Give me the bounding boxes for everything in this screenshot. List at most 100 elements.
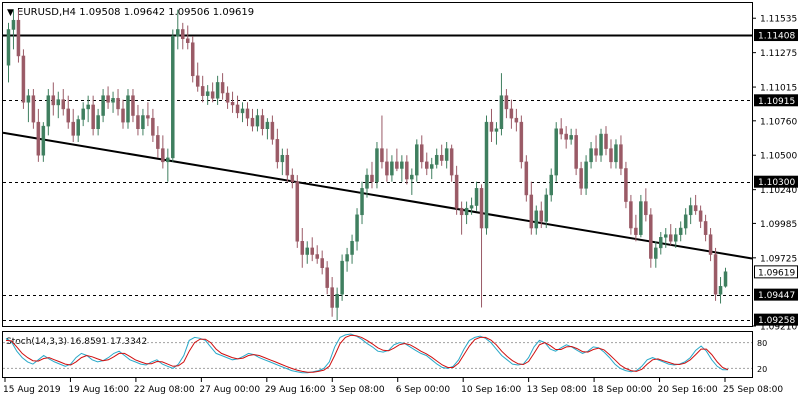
stochastic-signal-line <box>5 334 729 373</box>
candle-body <box>454 174 459 209</box>
candle-body <box>429 164 434 169</box>
candle-body <box>285 154 290 176</box>
candle-body <box>405 161 409 180</box>
level-price-label: 1.10300 <box>758 178 795 188</box>
time-axis: 15 Aug 2019 19 Aug 16:00 22 Aug 08:00 27 Au… <box>3 378 783 395</box>
candle-body <box>200 86 205 96</box>
candle-body <box>718 286 723 295</box>
candle-body <box>644 201 648 216</box>
candle-body <box>484 121 489 229</box>
level-price-label: 1.09447 <box>758 291 795 301</box>
candle-body <box>116 98 120 110</box>
candle-body <box>141 115 145 130</box>
candle-body <box>146 115 150 119</box>
candle-body <box>136 115 140 130</box>
candle-body <box>659 237 663 249</box>
candle-body <box>235 104 240 114</box>
candle-body <box>688 205 693 216</box>
candle-body <box>664 234 668 238</box>
candle-body <box>365 174 369 189</box>
candle-body <box>340 260 344 295</box>
trendline[interactable] <box>2 131 753 260</box>
candle-body <box>499 95 504 130</box>
candle-body <box>300 241 305 255</box>
candle-body <box>96 115 100 130</box>
candle-body <box>479 188 484 229</box>
time-tick-label: 25 Sep 08:00 <box>723 385 783 395</box>
candle-body <box>91 104 95 130</box>
candle-body <box>400 161 404 169</box>
candle-body <box>713 254 718 295</box>
candle-body <box>469 205 474 209</box>
candle-body <box>599 133 603 156</box>
level-price-label: 1.09258 <box>758 316 795 326</box>
candle-body <box>265 121 270 130</box>
price-tick-label: 1.10760 <box>760 117 797 127</box>
time-tick-label: 13 Sep 08:00 <box>527 385 587 395</box>
triangle-down-icon[interactable]: ▼ <box>7 8 14 18</box>
candle-body <box>668 234 673 242</box>
candle-body <box>315 254 319 259</box>
candle-body <box>305 247 309 255</box>
candle-body <box>554 128 558 176</box>
candle-body <box>166 157 170 163</box>
candle-body <box>210 91 215 99</box>
candle-body <box>215 82 220 99</box>
candle-body <box>101 95 105 116</box>
level-price-box <box>754 29 798 42</box>
candle-body <box>355 214 359 242</box>
candle-body <box>156 135 160 149</box>
candle-body <box>295 181 300 242</box>
candle-body <box>51 95 56 106</box>
candle-body <box>250 117 255 127</box>
candle-body <box>176 29 180 37</box>
level-price-box <box>754 313 798 326</box>
candle-body <box>106 95 110 103</box>
candle-body <box>131 95 135 116</box>
candle-body <box>434 154 439 165</box>
candle-body <box>678 227 683 235</box>
candle-body <box>549 174 553 196</box>
horizontal-levels <box>3 34 752 321</box>
candle-body <box>683 214 688 229</box>
candle-body <box>604 133 608 149</box>
candle-body <box>673 234 678 242</box>
time-tick-label: 27 Aug 00:00 <box>199 385 260 395</box>
candle-body <box>385 161 389 176</box>
candle-body <box>21 55 26 103</box>
price-tick-label: 1.11015 <box>760 84 797 94</box>
candle-body <box>195 75 200 87</box>
candle-body <box>544 194 549 222</box>
candle-body <box>240 108 245 114</box>
candle-body <box>564 133 568 140</box>
level-price-box <box>754 288 798 301</box>
candlestick-series <box>6 9 728 321</box>
candle-body <box>489 121 494 132</box>
candle-body <box>514 117 519 123</box>
candle-body <box>161 148 165 163</box>
candle-body <box>464 207 469 216</box>
candle-body <box>703 221 708 235</box>
candle-body <box>439 154 444 161</box>
price-axis: 1.11535 1.11275 1.11015 1.10760 1.10500 1.102… <box>752 15 798 333</box>
stochastic-level-label: 20 <box>757 365 767 374</box>
price-tick-label: 1.09725 <box>760 254 797 264</box>
candle-body <box>410 174 414 180</box>
candle-body <box>693 205 698 212</box>
candle-body <box>519 121 524 163</box>
candle-body <box>594 148 598 156</box>
level-price-label: 1.11408 <box>758 32 795 42</box>
candle-body <box>534 210 539 229</box>
candle-body <box>230 102 235 106</box>
level-price-box <box>754 175 798 188</box>
candle-body <box>26 95 31 103</box>
stochastic-level-label: 80 <box>757 339 767 348</box>
candle-body <box>225 92 230 103</box>
candle-body <box>624 168 628 202</box>
candle-body <box>245 108 250 119</box>
candle-body <box>345 254 349 262</box>
candle-body <box>171 35 175 159</box>
candle-body <box>589 148 593 163</box>
